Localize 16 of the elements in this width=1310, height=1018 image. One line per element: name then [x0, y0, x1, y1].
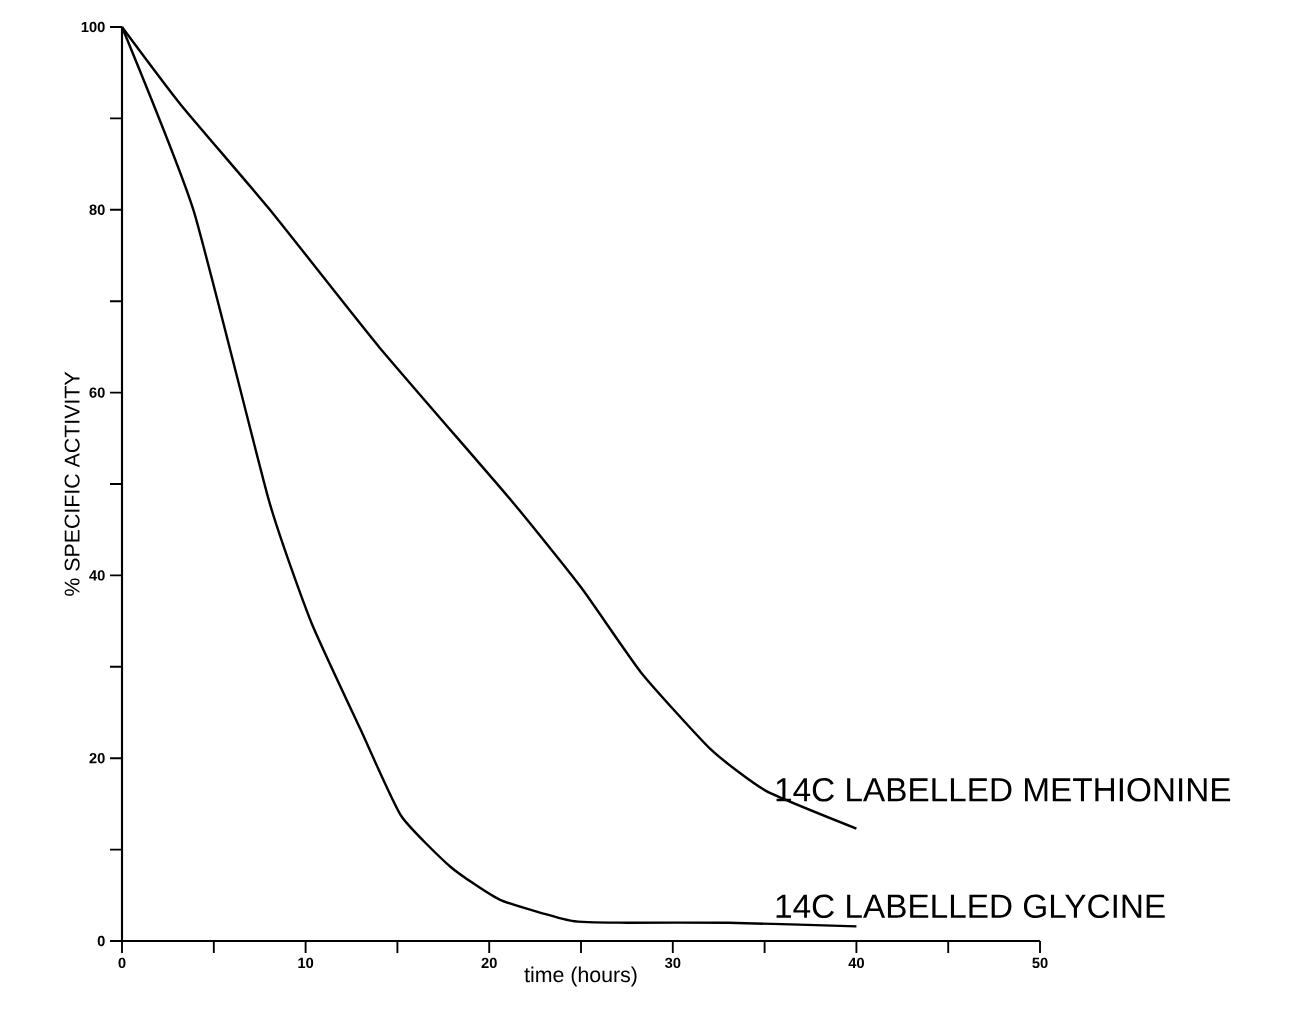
x-axis-title: time (hours) — [524, 966, 637, 987]
x-tick-label: 50 — [1032, 957, 1048, 969]
x-tick-label: 10 — [298, 957, 314, 969]
series-label: 14C LABELLED METHIONINE — [776, 778, 1231, 802]
y-tick-label: 20 — [89, 753, 105, 764]
y-tick-label: 80 — [89, 204, 105, 215]
series-label: 14C LABELLED GLYCINE — [776, 894, 1165, 919]
x-tick-label: 0 — [118, 957, 126, 969]
x-tick-label: 20 — [481, 957, 497, 969]
x-tick-label: 40 — [848, 957, 864, 969]
y-tick-label: 100 — [81, 21, 105, 33]
x-tick-label: 30 — [664, 957, 681, 969]
y-tick-label: 60 — [89, 387, 105, 398]
y-tick-label: 0 — [97, 935, 105, 947]
y-axis-title: % SPECIFIC ACTIVITY — [64, 371, 80, 596]
y-tick-label: 40 — [89, 570, 105, 581]
